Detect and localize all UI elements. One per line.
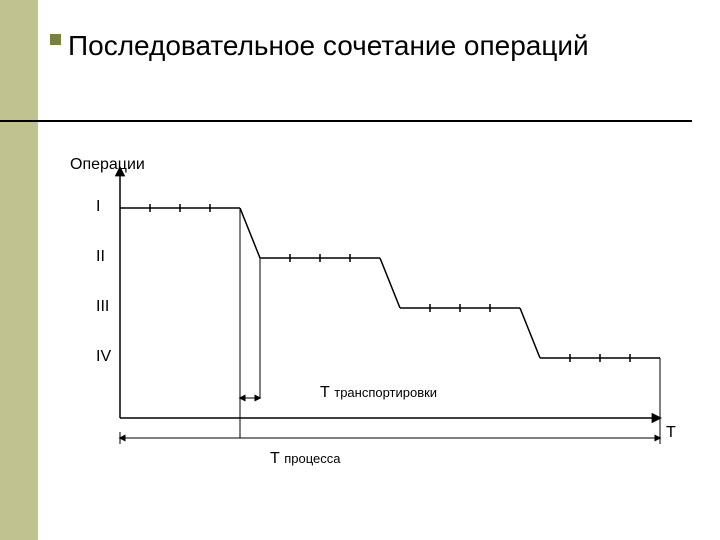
y-axis-label: Операции	[70, 156, 145, 174]
chart-svg	[60, 158, 680, 498]
row-label-2: II	[96, 248, 105, 266]
row-label-1: I	[96, 198, 100, 216]
t-transport-T: Т	[320, 384, 330, 401]
row-label-3: III	[96, 298, 109, 316]
row-label-4: IV	[96, 348, 111, 366]
decorative-sidebar	[0, 0, 38, 540]
title-area: Последовательное сочетание операций	[68, 28, 668, 63]
t-transport-label: Т транспортировки	[320, 384, 437, 402]
t-process-T: Т	[270, 450, 280, 467]
t-process-label: Т процесса	[270, 450, 341, 468]
x-axis-label: Т	[666, 424, 676, 442]
title-bullet	[50, 34, 61, 45]
t-transport-sub: транспортировки	[334, 385, 437, 400]
t-process-sub: процесса	[284, 451, 340, 466]
step-chart: Операции Т I II III IV Т транспортировки…	[60, 158, 680, 498]
slide-title: Последовательное сочетание операций	[68, 28, 668, 63]
divider	[0, 120, 692, 122]
